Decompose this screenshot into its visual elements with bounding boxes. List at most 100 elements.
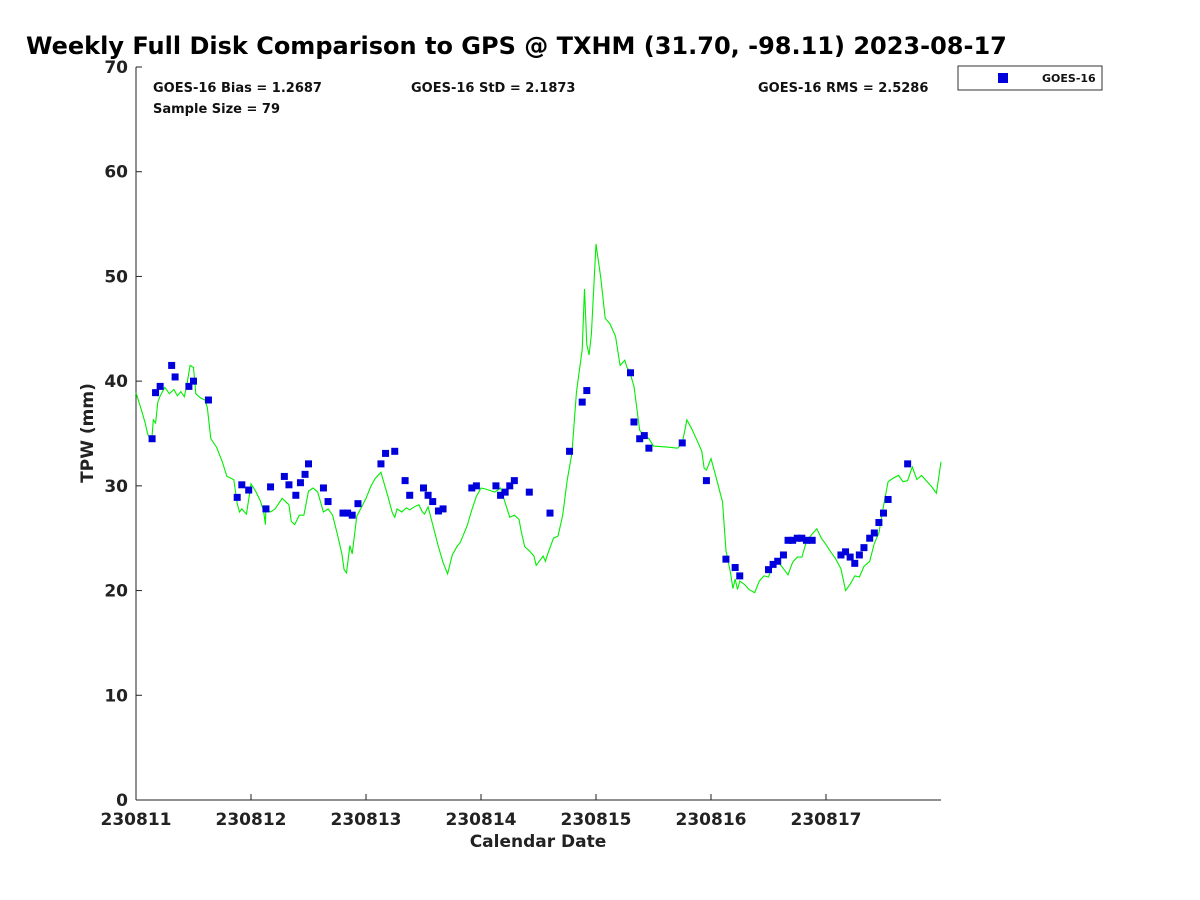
goes16-data-point — [566, 447, 574, 455]
goes16-data-point — [280, 472, 288, 480]
goes16-data-point — [722, 555, 730, 563]
goes16-data-point — [798, 534, 806, 542]
goes16-data-point — [506, 482, 514, 490]
goes16-data-point — [171, 373, 179, 381]
goes16-data-point — [636, 435, 644, 443]
goes16-data-point — [152, 389, 160, 397]
goes16-data-point — [401, 477, 409, 485]
goes16-data-point — [468, 484, 476, 492]
goes16-data-point — [190, 377, 197, 385]
goes16-data-point — [793, 534, 801, 542]
goes16-data-point — [439, 505, 447, 513]
y-axis-label: TPW (mm) — [78, 383, 98, 483]
goes16-data-point — [424, 491, 432, 499]
y-tick-label: 20 — [104, 582, 128, 602]
gps-series-line — [135, 243, 942, 594]
x-tick-label: 230817 — [791, 810, 862, 830]
y-tick-label: 70 — [104, 58, 128, 78]
goes16-data-point — [640, 432, 648, 440]
goes16-data-point — [789, 536, 797, 544]
x-tick-label: 230811 — [101, 810, 172, 830]
goes16-data-point — [578, 398, 586, 406]
goes16-data-point — [501, 488, 509, 496]
goes16-data-point — [866, 534, 874, 542]
goes16-data-point — [779, 551, 787, 559]
goes16-data-point — [875, 519, 883, 527]
goes16-data-point — [870, 529, 878, 537]
goes16-data-point — [434, 507, 442, 515]
goes16-data-point — [292, 491, 300, 499]
goes16-data-point — [497, 491, 505, 499]
goes16-data-point — [546, 509, 554, 517]
goes16-data-point — [245, 486, 253, 494]
goes16-data-point — [377, 460, 385, 468]
goes16-data-point — [204, 396, 212, 404]
y-tick-label: 50 — [104, 267, 128, 287]
goes16-data-point — [420, 484, 427, 492]
goes16-data-point — [148, 435, 156, 443]
x-tick-label: 230816 — [676, 810, 747, 830]
goes16-data-point — [645, 444, 653, 452]
goes16-data-point — [382, 449, 390, 457]
chart-title: Weekly Full Disk Comparison to GPS @ TXH… — [26, 32, 1007, 60]
goes16-data-point — [354, 500, 362, 508]
goes16-data-point — [880, 509, 887, 517]
goes16-data-point — [429, 498, 437, 506]
goes16-data-point — [860, 544, 868, 552]
legend-marker-goes16 — [998, 73, 1008, 83]
y-tick-label: 10 — [104, 686, 128, 706]
x-tick-label: 230814 — [446, 810, 517, 830]
goes16-data-point — [736, 572, 744, 580]
goes16-data-point — [510, 477, 518, 485]
goes16-data-point — [784, 536, 792, 544]
goes16-data-point — [855, 551, 863, 559]
goes16-data-point — [583, 387, 591, 395]
goes16-data-point — [851, 559, 859, 567]
goes16-data-point — [472, 482, 480, 490]
x-tick-label: 230815 — [561, 810, 632, 830]
goes16-data-point — [525, 488, 533, 496]
y-tick-label: 60 — [104, 163, 128, 183]
goes16-data-point — [774, 557, 782, 565]
std-stat: GOES-16 StD = 2.1873 — [411, 81, 575, 96]
goes16-data-point — [406, 491, 414, 499]
goes16-data-point — [324, 498, 332, 506]
y-tick-label: 0 — [116, 791, 128, 811]
legend-label-goes16: GOES-16 — [1042, 72, 1096, 85]
rms-stat: GOES-16 RMS = 2.5286 — [758, 81, 928, 96]
x-tick-label: 230813 — [331, 810, 402, 830]
sample-size-stat: Sample Size = 79 — [153, 102, 280, 117]
x-tick-label: 230812 — [216, 810, 287, 830]
goes16-data-point — [168, 361, 176, 369]
goes16-data-point — [156, 382, 164, 390]
goes16-data-point — [702, 477, 710, 485]
legend: GOES-16 — [957, 65, 1103, 91]
goes16-data-point — [301, 470, 309, 478]
goes16-data-point — [339, 509, 347, 517]
goes16-data-point — [319, 484, 327, 492]
goes16-data-point — [846, 553, 854, 561]
goes16-data-point — [391, 447, 399, 455]
goes16-data-point — [305, 460, 312, 468]
goes16-data-point — [678, 439, 686, 447]
y-tick-label: 40 — [104, 372, 128, 392]
goes16-data-point — [837, 551, 845, 559]
goes16-data-point — [808, 536, 816, 544]
goes16-data-point — [492, 482, 500, 490]
y-tick-label: 30 — [104, 477, 128, 497]
goes16-data-point — [765, 566, 772, 574]
goes16-data-point — [630, 418, 638, 426]
goes16-data-point — [884, 495, 892, 503]
goes16-data-point — [262, 505, 270, 513]
x-axis-label: Calendar Date — [470, 832, 607, 852]
goes16-data-point — [731, 564, 739, 572]
goes16-data-point — [348, 511, 356, 519]
bias-stat: GOES-16 Bias = 1.2687 — [153, 81, 322, 96]
goes16-data-point — [185, 382, 193, 390]
goes16-data-point — [344, 509, 352, 517]
legend-box — [957, 65, 1103, 91]
goes16-data-point — [802, 536, 810, 544]
goes16-data-point — [267, 483, 275, 491]
goes16-data-point — [769, 560, 777, 568]
